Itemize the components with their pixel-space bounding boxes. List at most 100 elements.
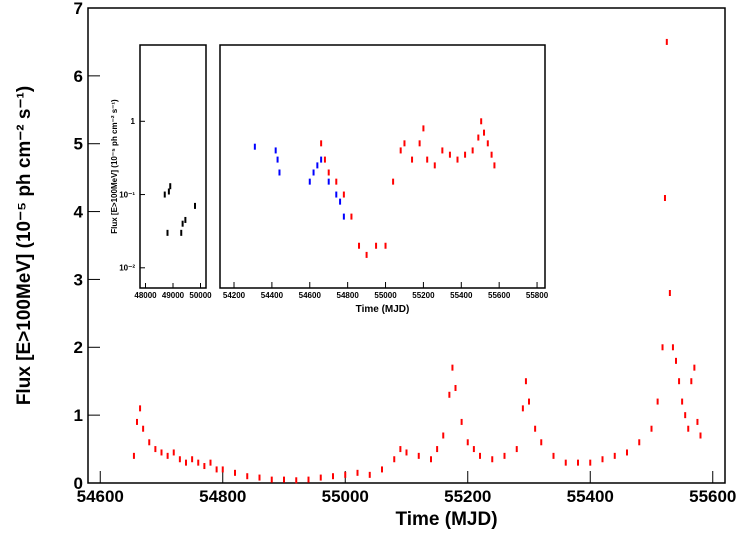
data-point (327, 169, 330, 176)
data-point (139, 405, 142, 412)
data-point (589, 459, 592, 466)
data-point (320, 156, 323, 163)
data-point (185, 459, 187, 466)
y-tick-label: 7 (74, 0, 83, 18)
data-point (451, 364, 454, 371)
data-point (316, 162, 319, 169)
data-point (528, 398, 530, 405)
data-point (197, 459, 200, 466)
data-point (203, 463, 206, 470)
data-point (456, 156, 459, 163)
x-tick-label: 49000 (162, 291, 185, 300)
plot-frame (87, 7, 726, 484)
y-axis-title: Flux [E>100MeV] (10⁻⁵ ph cm⁻² s⁻¹) (110, 99, 119, 234)
data-point (503, 452, 506, 459)
data-point (209, 459, 212, 466)
data-point (142, 425, 145, 432)
data-point (384, 242, 387, 249)
data-point (320, 140, 323, 147)
data-point (663, 195, 666, 201)
data-point (552, 452, 555, 459)
data-point (350, 213, 353, 220)
y-tick-label: 5 (74, 135, 83, 154)
data-point (441, 147, 444, 154)
data-point (215, 466, 218, 473)
data-point (335, 191, 338, 198)
y-tick-label: 10⁻¹ (119, 190, 135, 199)
data-point (418, 140, 421, 147)
data-point (180, 229, 183, 236)
data-point (661, 344, 664, 351)
data-point (681, 398, 684, 405)
data-point (258, 474, 261, 481)
data-point (191, 456, 194, 463)
data-point (132, 452, 135, 459)
data-point (699, 432, 702, 439)
data-point (460, 418, 463, 425)
y-tick-label: 3 (74, 270, 83, 289)
data-point (448, 151, 451, 158)
data-point (493, 162, 496, 169)
x-tick-label: 54800 (337, 291, 360, 300)
data-point (399, 446, 402, 453)
data-point (486, 140, 489, 147)
data-point (426, 156, 429, 163)
data-point (160, 449, 163, 456)
data-point (436, 446, 439, 453)
data-point (684, 412, 687, 419)
data-point (472, 446, 475, 453)
data-point (665, 38, 668, 45)
data-point (332, 473, 334, 480)
data-point (194, 202, 196, 209)
data-point (393, 456, 396, 463)
data-point (253, 143, 256, 150)
data-point (276, 156, 279, 163)
data-point (342, 213, 345, 220)
data-point (166, 452, 169, 459)
data-point (278, 169, 281, 176)
data-point (454, 385, 457, 391)
data-point (524, 378, 527, 385)
data-point (356, 469, 359, 476)
data-point (696, 418, 699, 425)
data-point (671, 344, 674, 351)
x-tick-label: 55400 (567, 487, 614, 506)
y-tick-label: 1 (131, 117, 136, 126)
data-point (169, 183, 172, 190)
data-point (381, 466, 383, 473)
data-point (327, 178, 330, 185)
data-point (464, 151, 467, 158)
x-tick-label: 55000 (374, 291, 397, 300)
data-point (483, 129, 486, 136)
data-point (136, 418, 138, 425)
x-tick-label: 55000 (322, 487, 369, 506)
data-point (154, 446, 157, 453)
data-point (167, 188, 170, 195)
x-tick-label: 54400 (261, 291, 284, 300)
data-point (163, 191, 166, 198)
data-point (656, 398, 659, 405)
data-point (375, 242, 378, 249)
data-point (344, 471, 347, 478)
data-point (540, 439, 543, 446)
x-tick-label: 55600 (689, 487, 736, 506)
data-point (283, 476, 285, 483)
data-point (687, 425, 690, 432)
x-axis-title: Time (MJD) (356, 304, 410, 315)
data-point (368, 471, 371, 478)
y-tick-label: 6 (74, 67, 83, 86)
data-point (650, 425, 653, 432)
data-point (342, 191, 345, 198)
x-tick-label: 54200 (223, 291, 246, 300)
data-point (184, 216, 187, 223)
data-point (675, 357, 677, 364)
x-tick-label: 48000 (134, 291, 157, 300)
data-point (403, 140, 406, 147)
data-point (534, 425, 537, 432)
x-tick-label: 55600 (488, 291, 511, 300)
data-point (270, 476, 273, 483)
y-tick-label: 1 (74, 406, 83, 425)
data-point (430, 456, 432, 463)
data-point (411, 156, 414, 163)
